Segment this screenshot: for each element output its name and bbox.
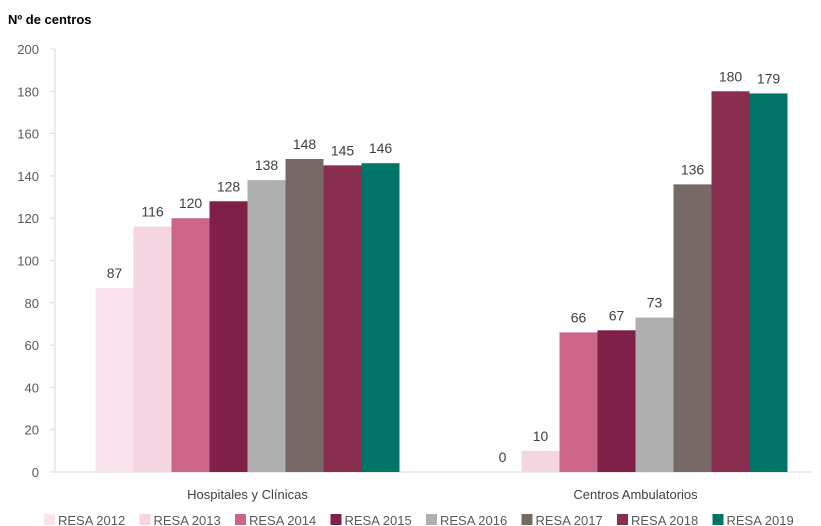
category-labels-group: Hospitales y Clínicas Centros Ambulatorio…: [187, 487, 698, 502]
y-tick-label: 60: [25, 338, 39, 353]
y-tick-label: 160: [17, 127, 39, 142]
data-label: 180: [719, 68, 743, 84]
legend-label: RESA 2017: [536, 513, 603, 526]
bar: [673, 184, 712, 473]
legend-swatch: [330, 514, 342, 525]
data-label: 120: [179, 195, 203, 211]
data-label: 10: [533, 428, 549, 444]
bar: [247, 180, 286, 472]
legend-label: RESA 2018: [631, 513, 698, 526]
legend-swatch: [139, 514, 151, 525]
legend: RESA 2012 RESA 2013 RESA 2014 RESA 2015 RESA…: [44, 513, 794, 526]
bar: [171, 218, 210, 472]
bar: [749, 93, 788, 472]
data-label: 87: [107, 265, 123, 281]
data-label: 67: [609, 307, 625, 323]
y-tick-label: 80: [25, 296, 39, 311]
legend-swatch: [617, 514, 628, 525]
legend-swatch: [44, 514, 55, 525]
bar: [95, 287, 134, 472]
bar: [285, 158, 324, 473]
legend-label: RESA 2016: [440, 513, 507, 526]
data-label: 73: [647, 295, 663, 311]
bar: [209, 201, 248, 472]
bar: [521, 450, 560, 472]
data-labels-group: 87 116 120 128 138 148 145 146 0 10 66 67 73 136 180 17…: [107, 68, 781, 465]
legend-swatch: [521, 514, 533, 525]
y-axis-label: Nº de centros: [8, 12, 92, 27]
data-label: 148: [293, 136, 317, 152]
y-tick-label: 120: [17, 211, 39, 226]
y-tick-label: 40: [25, 380, 39, 395]
bar: [361, 163, 400, 472]
bar: [133, 226, 172, 472]
data-label: 116: [141, 204, 164, 220]
data-label: 66: [571, 309, 587, 325]
legend-label: RESA 2014: [249, 513, 316, 526]
data-label: 136: [681, 161, 705, 177]
bar: [597, 330, 636, 472]
category-label: Centros Ambulatorios: [573, 487, 698, 502]
y-axis-ticks: 0 20 40 60 80 100 120 140 160 180 200: [17, 42, 55, 480]
y-tick-label: 140: [17, 169, 39, 184]
bars-group: [95, 91, 788, 473]
bar: [711, 91, 750, 473]
legend-swatch: [426, 514, 437, 525]
legend-label: RESA 2012: [58, 513, 125, 526]
bar: [559, 332, 598, 472]
bar: [323, 165, 362, 472]
data-label: 128: [217, 178, 241, 194]
legend-swatch: [235, 514, 246, 525]
legend-swatch: [712, 514, 724, 525]
y-tick-label: 20: [25, 423, 39, 438]
legend-label: RESA 2019: [727, 513, 794, 526]
data-label: 146: [369, 140, 393, 156]
data-label: 0: [499, 449, 507, 465]
data-label: 138: [255, 157, 279, 173]
y-tick-label: 180: [17, 84, 39, 99]
y-tick-label: 0: [32, 465, 39, 480]
legend-label: RESA 2013: [154, 513, 221, 526]
y-tick-label: 200: [17, 42, 39, 57]
data-label: 145: [331, 142, 355, 158]
category-label: Hospitales y Clínicas: [187, 487, 308, 502]
data-label: 179: [757, 70, 781, 86]
bar: [635, 317, 674, 472]
legend-label: RESA 2015: [345, 513, 412, 526]
y-tick-label: 100: [17, 254, 39, 269]
